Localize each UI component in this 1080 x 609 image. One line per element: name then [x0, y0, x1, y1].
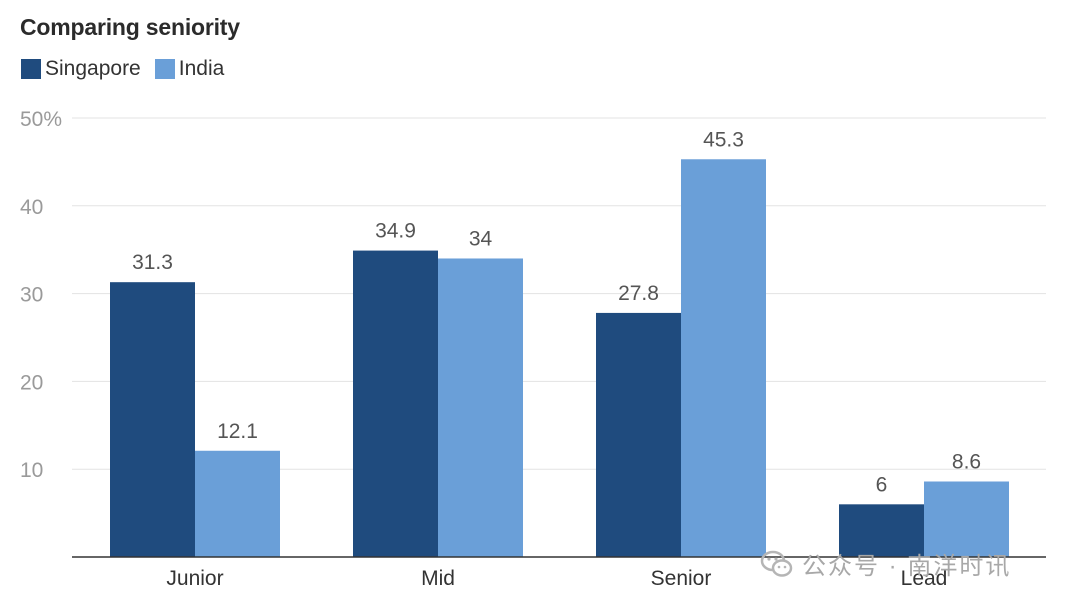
x-tick-label: Junior — [166, 567, 223, 590]
bar-india-mid — [438, 258, 523, 557]
data-label: 27.8 — [618, 282, 659, 305]
bar-singapore-lead — [839, 504, 924, 557]
legend-item-singapore: Singapore — [21, 57, 141, 81]
data-label: 45.3 — [703, 128, 744, 151]
bar-singapore-senior — [596, 312, 681, 557]
legend-label-singapore: Singapore — [45, 57, 141, 80]
watermark-text: 公众号 · 南洋时讯 — [802, 553, 1012, 580]
watermark: 公众号 · 南洋时讯 — [760, 546, 1011, 581]
legend-label-india: India — [178, 57, 225, 80]
y-tick-label: 30 — [20, 284, 43, 307]
bar-india-lead — [924, 481, 1009, 557]
bar-singapore-mid — [353, 250, 438, 557]
bar-india-junior — [195, 450, 280, 557]
chart-title: Comparing seniority — [20, 14, 240, 40]
data-label: 8.6 — [952, 450, 981, 473]
y-tick-label: 40 — [20, 196, 43, 219]
legend-swatch-india — [154, 59, 175, 79]
legend-item-india: India — [154, 57, 225, 81]
bar-singapore-junior — [110, 282, 195, 557]
bar-india-senior — [681, 159, 766, 558]
data-label: 31.3 — [132, 251, 173, 274]
data-label: 34 — [469, 227, 493, 250]
x-tick-label: Lead — [901, 567, 948, 590]
wechat-icon — [760, 550, 793, 577]
x-tick-label: Mid — [421, 567, 455, 590]
y-tick-label: 20 — [20, 371, 43, 394]
y-tick-label: 10 — [20, 459, 43, 482]
legend-swatch-singapore — [21, 59, 41, 79]
data-label: 12.1 — [217, 420, 258, 443]
y-tick-label: 50% — [20, 108, 62, 131]
data-label: 34.9 — [375, 220, 416, 243]
legend: Singapore India — [21, 57, 238, 81]
x-tick-label: Senior — [651, 567, 712, 590]
data-label: 6 — [876, 473, 888, 496]
